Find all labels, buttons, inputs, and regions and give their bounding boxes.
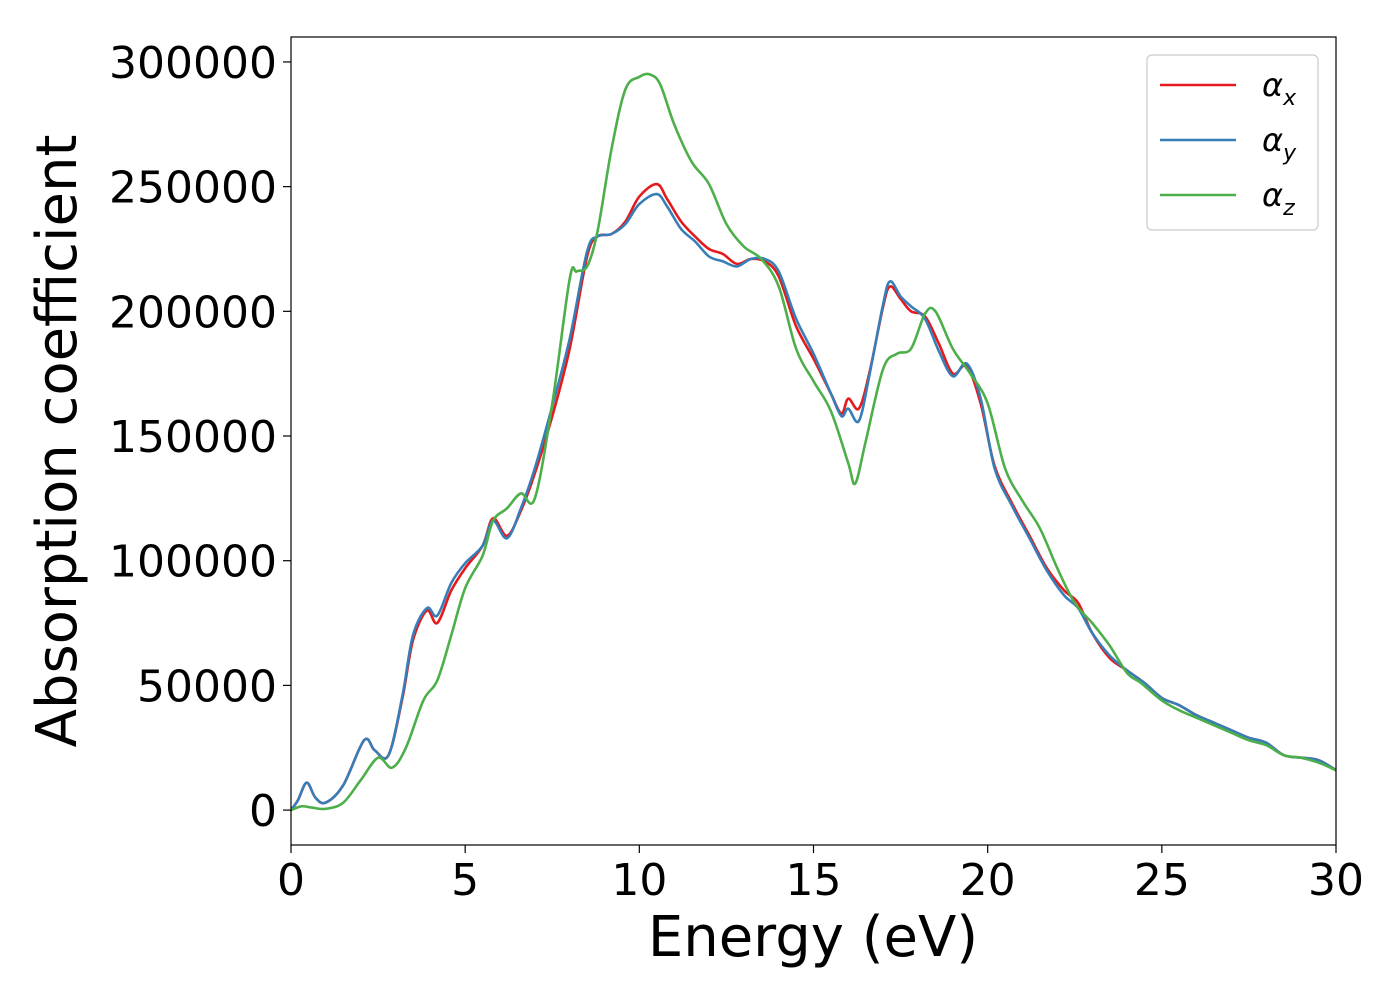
x-axis-title: Energy (eV) — [648, 905, 978, 970]
y-tick-label: 250000 — [109, 163, 277, 214]
series-line-z — [291, 72, 1336, 812]
y-tick-label: 200000 — [109, 287, 277, 338]
series-layer — [291, 72, 1336, 812]
y-tick-label: 150000 — [109, 412, 277, 463]
x-axis: 0 5 10 15 20 25 30 — [277, 845, 1364, 906]
x-tick-label: 15 — [786, 855, 842, 906]
x-tick-label: 25 — [1134, 855, 1190, 906]
x-tick-label: 10 — [611, 855, 667, 906]
legend-frame — [1146, 54, 1319, 231]
y-tick-label: 50000 — [137, 661, 277, 712]
x-tick-label: 5 — [451, 855, 479, 906]
x-tick-label: 30 — [1308, 855, 1364, 906]
y-tick-label: 100000 — [109, 537, 277, 588]
y-tick-label: 300000 — [109, 38, 277, 89]
x-tick-label: 0 — [277, 855, 305, 906]
x-tick-label: 20 — [960, 855, 1016, 906]
y-axis-title: Absorption coefficient — [25, 135, 90, 748]
y-tick-label: 0 — [249, 786, 277, 837]
y-axis: 0 50000 100000 150000 200000 250000 300000 — [109, 38, 291, 837]
